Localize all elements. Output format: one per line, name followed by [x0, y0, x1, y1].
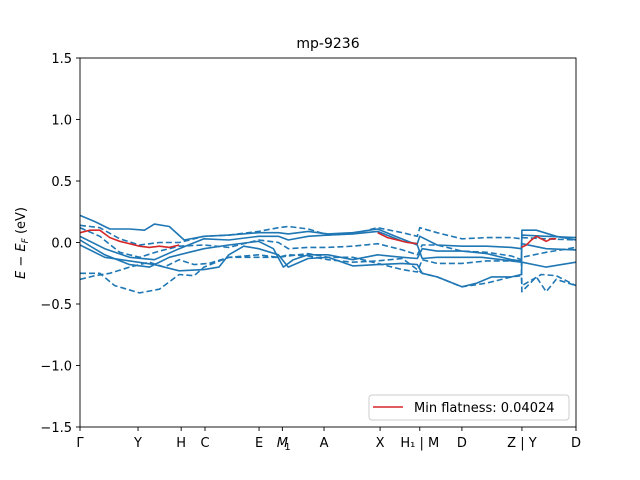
- band-line-5: [80, 224, 576, 246]
- legend: Min flatness: 0.04024: [368, 394, 570, 421]
- x-tick-label: C: [200, 436, 209, 451]
- y-tick-label: 0.0: [51, 237, 72, 252]
- band-line-8: [80, 252, 576, 294]
- x-tick-label: D: [457, 436, 467, 451]
- x-tick-label: Γ: [76, 436, 84, 451]
- plot-frame: [79, 57, 577, 428]
- x-tick-label: M: [277, 436, 288, 451]
- plot-area: [80, 214, 576, 294]
- y-tick-label: −0.5: [40, 298, 72, 313]
- x-tick-label: E: [255, 436, 263, 451]
- y-tick-label: 1.5: [51, 52, 72, 67]
- x-tick-subscript: 1: [284, 442, 290, 453]
- y-tick-label: 0.5: [51, 175, 72, 190]
- legend-label: Min flatness: 0.04024: [414, 401, 555, 416]
- x-tick-label: A: [320, 436, 329, 451]
- x-tick-label: H: [176, 436, 186, 451]
- x-tick-label: X: [376, 436, 385, 451]
- y-axis-label: E − EF (eV): [14, 207, 31, 279]
- band-line-4: [80, 244, 576, 288]
- band-line-3: [80, 239, 576, 268]
- y-tick-label: −1.0: [40, 360, 72, 375]
- chart-title: mp-9236: [296, 36, 359, 52]
- axes: −1.5 −1.0 −0.5 0.0 0.5 1.0 1.5 Γ Y H C E M1 A X H₁ | M D…: [40, 52, 581, 453]
- x-tick-label: Z | Y: [507, 436, 537, 451]
- x-tick-label: D: [571, 436, 581, 451]
- flat-band-segment-1: [80, 229, 180, 249]
- x-tick-label: H₁ | M: [400, 436, 439, 451]
- x-tick-label: Y: [133, 436, 142, 451]
- y-tick-label: −1.5: [40, 421, 72, 436]
- band-line-6: [80, 226, 576, 261]
- y-tick-label: 1.0: [51, 114, 72, 129]
- legend-box: [368, 394, 570, 421]
- flat-band-segment-2: [377, 231, 418, 245]
- flat-band-segment-3: [521, 235, 557, 249]
